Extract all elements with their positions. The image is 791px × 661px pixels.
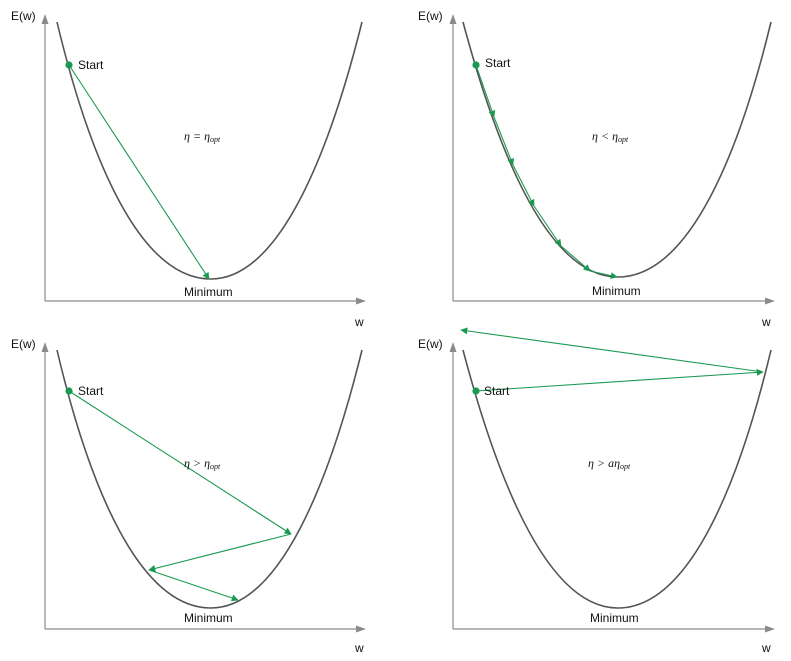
minimum-label: Minimum bbox=[184, 611, 233, 625]
descent-step bbox=[68, 64, 210, 280]
descent-step bbox=[493, 116, 514, 166]
panel-3: E(w) w Start Minimum η > ηopt bbox=[11, 337, 366, 655]
panel-1: E(w) w Start Minimum η = ηopt bbox=[11, 9, 366, 329]
error-curve bbox=[56, 349, 363, 609]
learning-rate-formula: η > ηopt bbox=[184, 456, 221, 471]
x-axis-arrow-icon bbox=[765, 625, 775, 633]
x-axis-arrow-icon bbox=[356, 297, 366, 305]
start-point bbox=[65, 61, 73, 69]
minimum-label: Minimum bbox=[592, 284, 641, 298]
y-axis-label: E(w) bbox=[11, 9, 36, 23]
descent-step bbox=[475, 64, 496, 118]
descent-step bbox=[148, 533, 292, 572]
descent-step bbox=[475, 368, 764, 392]
x-axis-label: w bbox=[761, 315, 771, 329]
error-curve bbox=[462, 349, 772, 609]
learning-rate-formula: η < ηopt bbox=[592, 129, 629, 144]
learning-rate-formula: η > aηopt bbox=[588, 456, 631, 471]
start-label: Start bbox=[78, 384, 104, 398]
descent-step bbox=[68, 390, 292, 535]
y-axis-label: E(w) bbox=[418, 337, 443, 351]
y-axis-label: E(w) bbox=[418, 9, 443, 23]
descent-step bbox=[460, 327, 764, 373]
learning-rate-formula: η = ηopt bbox=[184, 129, 221, 144]
y-axis-arrow-icon bbox=[41, 342, 49, 352]
descent-step bbox=[589, 270, 618, 280]
descent-step bbox=[148, 569, 239, 602]
x-axis-label: w bbox=[761, 641, 771, 655]
y-axis-arrow-icon bbox=[41, 14, 49, 24]
x-axis-label: w bbox=[354, 641, 364, 655]
descent-step bbox=[560, 245, 591, 272]
panel-2: E(w) w Start Minimum η < ηopt bbox=[418, 9, 775, 329]
start-label: Start bbox=[485, 56, 511, 70]
error-curve bbox=[56, 21, 363, 280]
descent-step bbox=[512, 164, 535, 207]
y-axis-label: E(w) bbox=[11, 337, 36, 351]
minimum-label: Minimum bbox=[184, 285, 233, 299]
start-label: Start bbox=[484, 384, 510, 398]
panel-4: E(w) w Start Minimum η > aηopt bbox=[418, 327, 775, 655]
start-point bbox=[472, 387, 480, 395]
start-label: Start bbox=[78, 58, 104, 72]
minimum-label: Minimum bbox=[590, 611, 639, 625]
x-axis-arrow-icon bbox=[356, 625, 366, 633]
start-point bbox=[472, 61, 480, 69]
x-axis-label: w bbox=[354, 315, 364, 329]
y-axis-arrow-icon bbox=[449, 14, 457, 24]
x-axis-arrow-icon bbox=[765, 297, 775, 305]
y-axis-arrow-icon bbox=[449, 342, 457, 352]
descent-step bbox=[533, 205, 562, 247]
start-point bbox=[65, 387, 73, 395]
